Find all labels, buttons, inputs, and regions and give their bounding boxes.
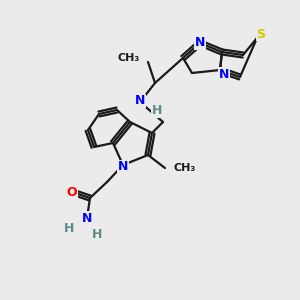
Text: N: N <box>219 68 229 80</box>
Text: N: N <box>135 94 145 107</box>
Text: N: N <box>82 212 92 224</box>
Text: H: H <box>92 229 102 242</box>
Text: N: N <box>195 37 205 50</box>
Text: CH₃: CH₃ <box>118 53 140 63</box>
Text: H: H <box>152 104 162 118</box>
Text: CH₃: CH₃ <box>173 163 195 173</box>
Text: S: S <box>256 28 266 40</box>
Text: H: H <box>64 221 74 235</box>
Text: O: O <box>67 185 77 199</box>
Text: N: N <box>118 160 128 173</box>
